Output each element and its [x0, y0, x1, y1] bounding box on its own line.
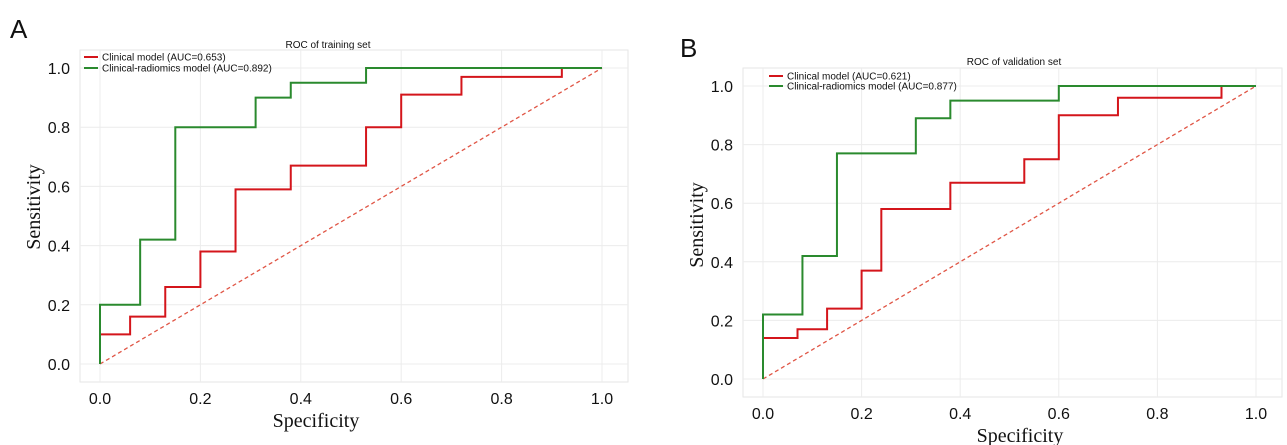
- plot-area-b: 0.0 0.2 0.4 0.6 0.8 1.0 0.0 0.2 0.4 0.6 0.8 1.0: [711, 67, 1283, 423]
- chart-title-a: ROC of training set: [285, 40, 370, 51]
- chart-title-b: ROC of validation set: [967, 57, 1062, 68]
- legend-label: Clinical-radiomics model (AUC=0.892): [102, 64, 272, 75]
- legend-label: Clinical-radiomics model (AUC=0.877): [787, 82, 957, 93]
- x-tick-label: 0.6: [390, 391, 412, 408]
- roc-curve-series-1: [99, 67, 602, 364]
- legend-b: Clinical model (AUC=0.621)Clinical-radio…: [769, 72, 957, 93]
- x-tick-label: 0.4: [290, 391, 312, 408]
- y-tick-label: 0.6: [48, 179, 70, 196]
- y-tick-label: 1.0: [711, 79, 733, 96]
- y-tick-label: 0.4: [48, 239, 70, 256]
- y-tick-label: 0.0: [711, 372, 733, 389]
- roc-validation-chart: B ROC of validation set 0.0 0.2 0.4 0.6 0.8 1…: [680, 33, 1283, 445]
- x-tick-label: 1.0: [591, 391, 613, 408]
- plot-frame: [742, 67, 1283, 398]
- panel-label-a: A: [10, 14, 28, 44]
- x-tick-label: 0.8: [1146, 406, 1168, 423]
- y-tick-label: 0.4: [711, 255, 733, 272]
- plot-area-a: 0.0 0.2 0.4 0.6 0.8 1.0 0.0 0.2 0.4 0.6 0.8 1.0: [48, 49, 629, 408]
- x-tick-label: 1.0: [1245, 406, 1267, 423]
- x-axis-label-b: Specificity: [977, 425, 1064, 445]
- roc-training-chart: A ROC of training set 0.0 0.2 0.4 0.6 0.8 1.0…: [10, 14, 629, 432]
- panel-label-b: B: [680, 33, 697, 63]
- y-tick-label: 0.8: [711, 138, 733, 155]
- x-tick-label: 0.0: [89, 391, 111, 408]
- y-tick-label: 0.0: [48, 357, 70, 374]
- legend-label: Clinical model (AUC=0.621): [787, 72, 911, 83]
- x-tick-label: 0.0: [752, 406, 774, 423]
- x-tick-label: 0.2: [189, 391, 211, 408]
- y-tick-label: 0.2: [48, 298, 70, 315]
- roc-curve-series-1: [762, 85, 1256, 379]
- y-tick-label: 0.8: [48, 120, 70, 137]
- x-tick-label: 0.4: [949, 406, 971, 423]
- y-tick-label: 0.6: [711, 196, 733, 213]
- diagonal-reference-line: [99, 67, 603, 365]
- y-tick-label: 0.2: [711, 313, 733, 330]
- plot-frame: [79, 49, 629, 383]
- diagonal-reference-line: [762, 85, 1257, 380]
- x-tick-label: 0.2: [850, 406, 872, 423]
- legend-a: Clinical model (AUC=0.653)Clinical-radio…: [84, 53, 272, 75]
- y-axis-label-b: Sensitivity: [686, 182, 708, 268]
- x-tick-label: 0.6: [1048, 406, 1070, 423]
- legend-label: Clinical model (AUC=0.653): [102, 53, 226, 64]
- y-tick-label: 1.0: [48, 61, 70, 78]
- x-tick-label: 0.8: [490, 391, 512, 408]
- x-axis-label-a: Specificity: [273, 410, 360, 432]
- y-axis-label-a: Sensitivity: [23, 164, 45, 250]
- roc-curve-series-2: [99, 67, 602, 364]
- roc-curve-series-2: [762, 85, 1256, 379]
